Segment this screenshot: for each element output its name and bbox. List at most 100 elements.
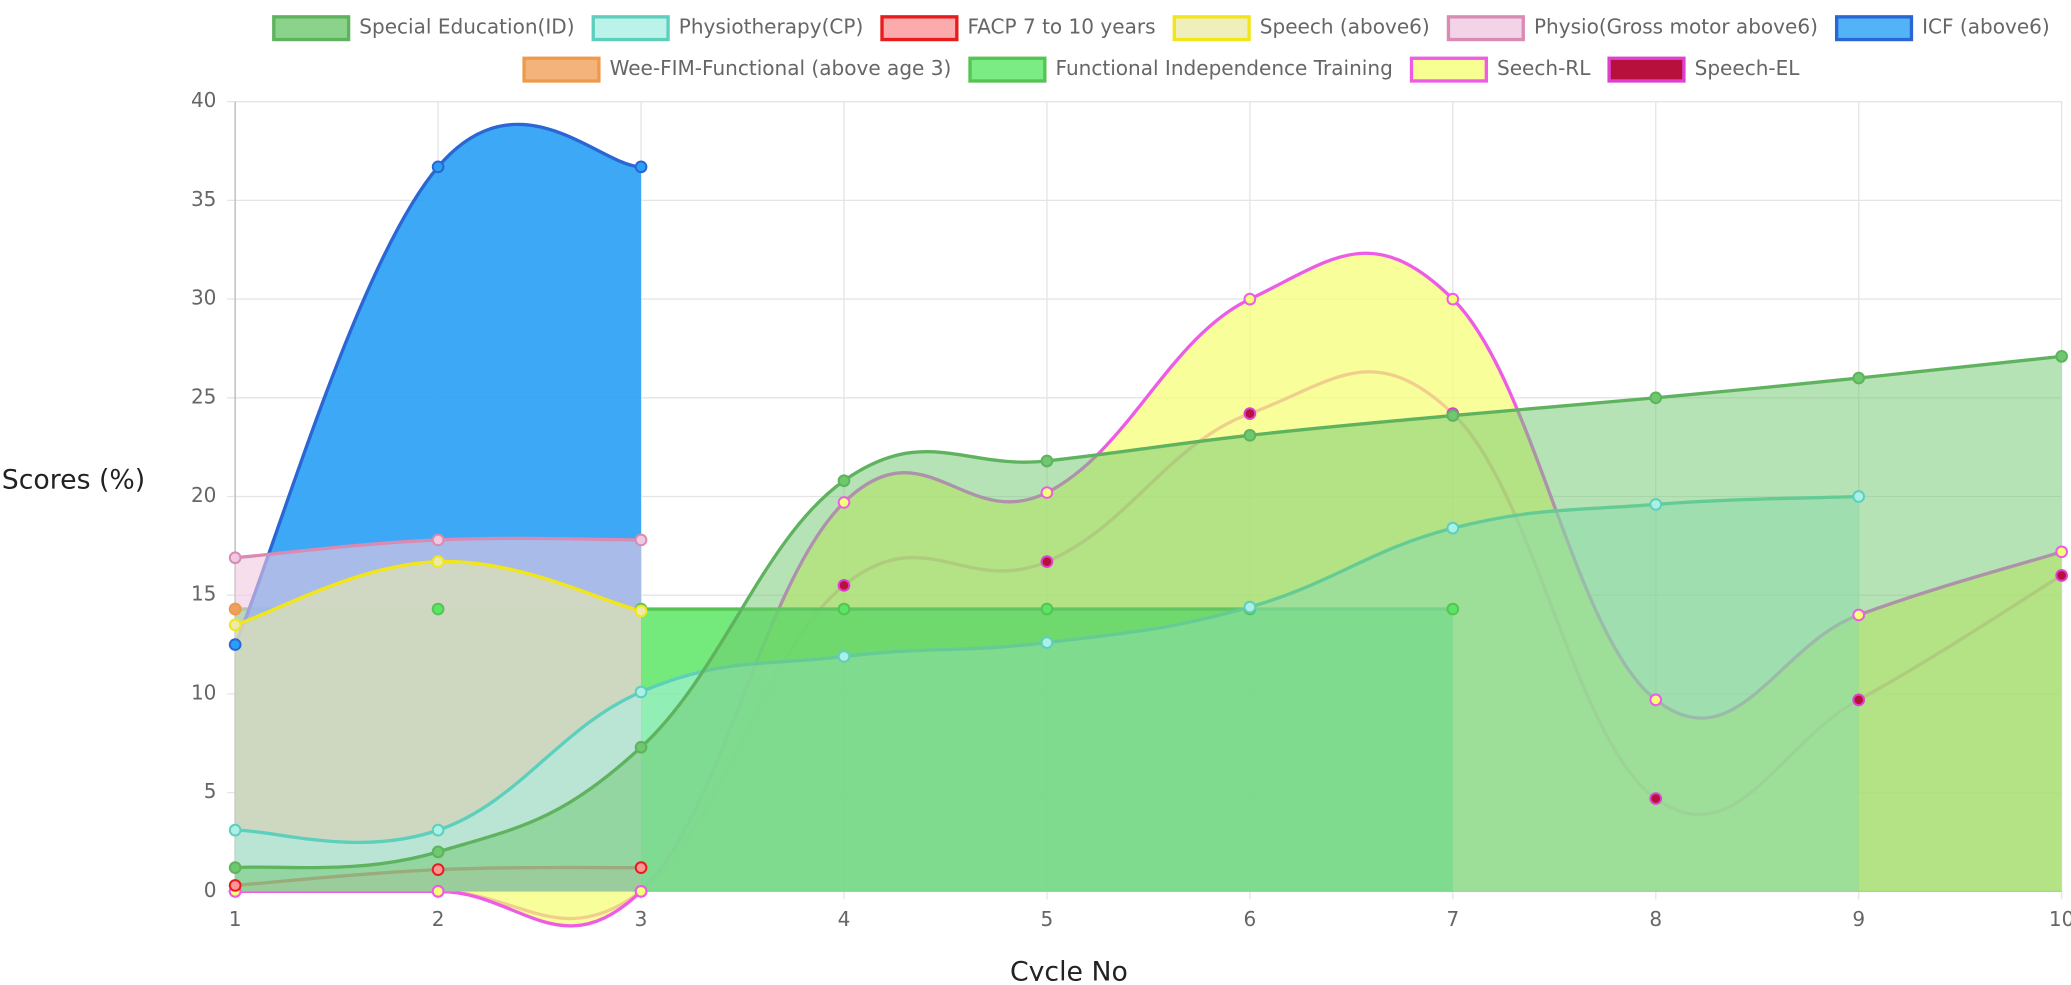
y-tick-label: 35 <box>191 187 216 211</box>
point <box>1852 693 1866 707</box>
point <box>2055 350 2068 363</box>
point <box>1446 409 1460 422</box>
y-tick-label: 25 <box>191 384 216 408</box>
point <box>634 685 648 699</box>
point <box>431 602 445 616</box>
point <box>1852 371 1866 385</box>
point <box>837 602 851 616</box>
point <box>228 861 242 874</box>
legend-swatch <box>522 56 601 83</box>
point <box>228 618 242 632</box>
point <box>1243 600 1257 614</box>
legend-item: Functional Independence Training <box>968 56 1393 83</box>
legend-swatch <box>880 15 959 42</box>
legend-item: Speech (above6) <box>1172 15 1430 42</box>
point <box>837 650 851 663</box>
x-tick-label: 1 <box>229 907 242 931</box>
point <box>1852 608 1866 622</box>
legend-label: Seech-RL <box>1497 56 1591 80</box>
point <box>1446 602 1460 616</box>
legend-label: Wee-FIM-Functional (above age 3) <box>610 56 952 80</box>
legend-item: ICF (above6) <box>1834 15 2050 42</box>
point <box>634 884 648 898</box>
x-tick-label: 3 <box>635 907 648 931</box>
legend-swatch <box>1446 15 1525 42</box>
point <box>431 533 445 547</box>
line <box>233 122 642 646</box>
point <box>837 579 851 592</box>
legend-swatch <box>1172 15 1251 42</box>
point <box>228 551 242 565</box>
point <box>1040 555 1054 569</box>
point <box>228 823 242 837</box>
point <box>1446 292 1460 306</box>
legend-swatch <box>591 15 670 42</box>
legend-item: Physio(Gross motor above6) <box>1446 15 1818 42</box>
point <box>2055 569 2068 582</box>
point <box>1040 636 1054 649</box>
legend-label: FACP 7 to 10 years <box>968 15 1156 39</box>
point <box>1852 490 1866 503</box>
legend-label: Speech (above6) <box>1260 15 1430 39</box>
point <box>431 863 445 876</box>
x-tick-label: 7 <box>1446 907 1459 931</box>
y-tick-label: 20 <box>191 483 216 507</box>
point <box>634 740 648 754</box>
legend-swatch <box>1607 56 1686 83</box>
y-tick-label: 15 <box>191 582 216 606</box>
legend-swatch <box>968 56 1047 83</box>
legend-label: Physio(Gross motor above6) <box>1534 15 1818 39</box>
y-tick-label: 0 <box>204 878 217 902</box>
x-tick-label: 5 <box>1041 907 1054 931</box>
y-tick-label: 5 <box>204 779 217 803</box>
legend-label: Physiotherapy(CP) <box>679 15 864 39</box>
legend-item: Special Education(ID) <box>272 15 575 42</box>
x-tick-label: 9 <box>1852 907 1865 931</box>
legend-label: Functional Independence Training <box>1056 56 1393 80</box>
point <box>1040 486 1054 499</box>
point <box>2055 545 2068 559</box>
point <box>1243 292 1257 306</box>
legend-label: Special Education(ID) <box>359 15 574 39</box>
point <box>1649 693 1663 707</box>
x-tick-label: 6 <box>1243 907 1256 931</box>
legend-item: Physiotherapy(CP) <box>591 15 864 42</box>
y-tick-label: 40 <box>191 88 216 112</box>
legend-label: ICF (above6) <box>1922 15 2050 39</box>
y-axis-label: Scores (%) <box>2 465 145 496</box>
point <box>1649 498 1663 511</box>
legend-item: Speech-EL <box>1607 56 1801 83</box>
point <box>431 845 445 859</box>
point <box>431 555 445 569</box>
point <box>431 884 445 898</box>
point <box>634 861 648 874</box>
x-axis-label: Cycle No <box>1010 956 1128 981</box>
point <box>1040 602 1054 616</box>
area <box>235 356 2062 892</box>
y-tick-label: 10 <box>191 680 216 704</box>
point <box>431 160 445 174</box>
point <box>1649 792 1663 805</box>
point <box>1649 391 1663 405</box>
point <box>431 823 445 837</box>
point <box>634 160 648 174</box>
point <box>634 533 648 547</box>
point <box>228 638 242 651</box>
point <box>1040 454 1054 468</box>
point <box>1243 407 1257 420</box>
legend-item: Wee-FIM-Functional (above age 3) <box>522 56 952 83</box>
legend-item: Seech-RL <box>1409 56 1591 83</box>
legend-swatch <box>272 15 351 42</box>
point <box>1446 521 1460 535</box>
x-tick-label: 2 <box>432 907 445 931</box>
legend-item: FACP 7 to 10 years <box>880 15 1156 42</box>
point <box>837 474 851 488</box>
x-tick-label: 10 <box>2049 907 2071 931</box>
legend-label: Speech-EL <box>1695 56 1801 80</box>
point <box>228 879 242 892</box>
legend-swatch <box>1409 56 1488 83</box>
x-tick-label: 8 <box>1649 907 1662 931</box>
point <box>634 604 648 618</box>
